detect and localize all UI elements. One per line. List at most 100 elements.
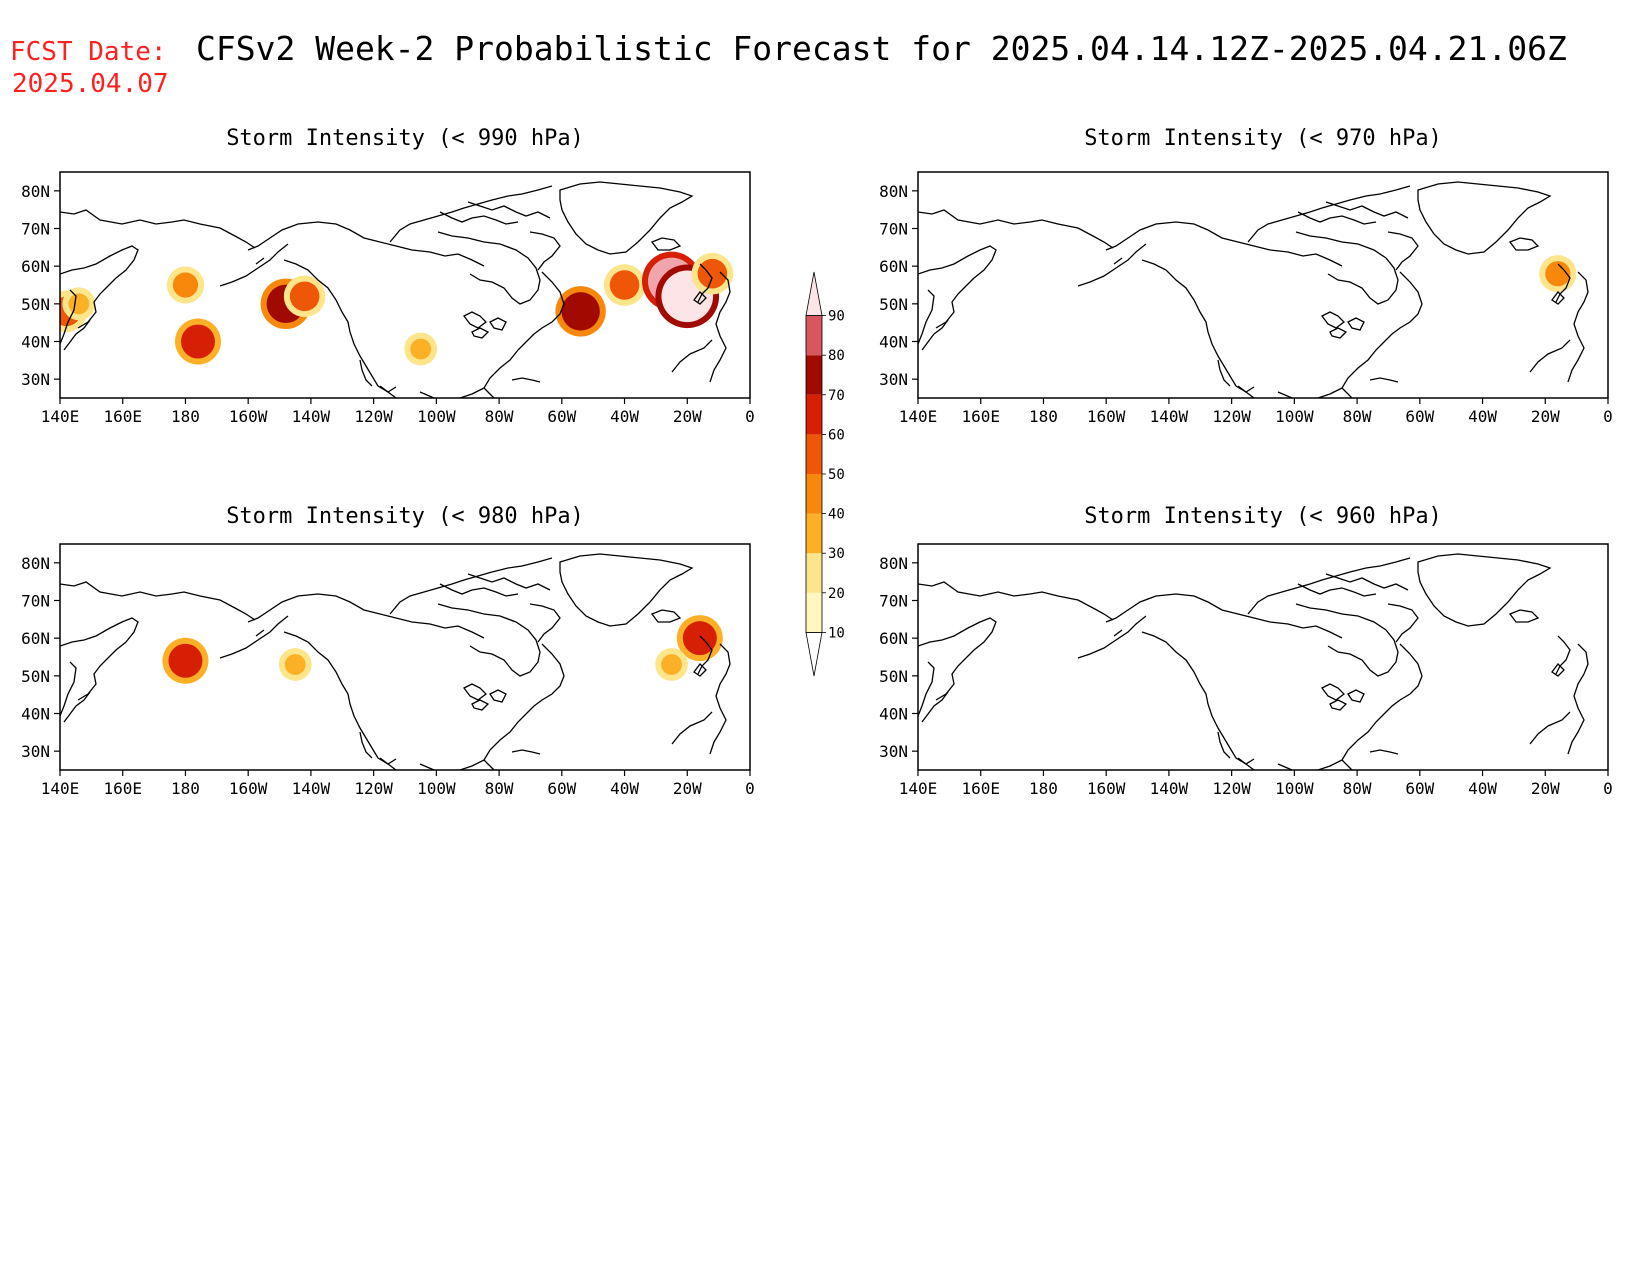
- lon-tick-label: 160W: [1087, 407, 1126, 426]
- lon-tick-label: 40W: [610, 779, 639, 798]
- fcst-date-value: 2025.04.07: [12, 69, 169, 99]
- colorbar-label: 60: [828, 427, 845, 443]
- colorbar-label: 40: [828, 507, 845, 523]
- lon-tick-label: 80W: [1343, 407, 1372, 426]
- colorbar-segment: [806, 553, 822, 593]
- lat-tick-label: 30N: [21, 742, 50, 761]
- colorbar-segment: [806, 474, 822, 514]
- lon-tick-label: 100W: [417, 407, 456, 426]
- panel-title: Storm Intensity (< 990 hPa): [226, 126, 584, 151]
- lon-tick-label: 100W: [417, 779, 456, 798]
- lat-tick-label: 50N: [21, 295, 50, 314]
- lon-tick-label: 120W: [354, 407, 393, 426]
- lat-tick-label: 50N: [879, 667, 908, 686]
- probability-areas: [162, 615, 723, 684]
- lat-tick-label: 70N: [21, 220, 50, 239]
- lat-tick-label: 70N: [879, 220, 908, 239]
- lon-tick-label: 60W: [547, 779, 576, 798]
- map-panel-p990: Storm Intensity (< 990 hPa) 80N 70N 60N 50N 4…: [21, 126, 755, 426]
- probability-blob: [682, 621, 717, 656]
- lon-tick-label: 160E: [961, 407, 1000, 426]
- lon-tick-label: 160E: [961, 779, 1000, 798]
- lon-tick-label: 140E: [899, 779, 938, 798]
- probability-areas: [1539, 255, 1577, 293]
- lon-tick-label: 0: [745, 407, 755, 426]
- lon-tick-label: 20W: [673, 407, 702, 426]
- lat-tick-label: 40N: [879, 333, 908, 352]
- lat-tick-label: 60N: [21, 629, 50, 648]
- lon-tick-label: 180: [171, 779, 200, 798]
- lon-tick-label: 140W: [292, 779, 331, 798]
- lat-tick-label: 70N: [879, 592, 908, 611]
- coastline-outlines: [918, 181, 1589, 398]
- lon-tick-label: 160E: [103, 407, 142, 426]
- colorbar-label: 30: [828, 546, 845, 562]
- lon-tick-label: 20W: [1531, 407, 1560, 426]
- probability-blob: [68, 293, 90, 315]
- lon-tick-label: 40W: [1468, 407, 1497, 426]
- lat-tick-label: 40N: [21, 705, 50, 724]
- lat-tick-label: 50N: [21, 667, 50, 686]
- probability-blob: [172, 272, 199, 298]
- lon-tick-label: 140W: [292, 407, 331, 426]
- probability-blob: [181, 324, 215, 359]
- lon-tick-label: 160W: [1087, 779, 1126, 798]
- colorbar-top-end: [805, 271, 823, 317]
- figure-title: CFSv2 Week-2 Probabilistic Forecast for …: [196, 29, 1567, 68]
- probability-blob: [289, 281, 320, 312]
- lon-tick-label: 0: [1603, 407, 1613, 426]
- lon-tick-label: 120W: [1212, 779, 1251, 798]
- lon-tick-label: 100W: [1275, 779, 1314, 798]
- map-frame: [59, 171, 751, 399]
- lon-tick-label: 160W: [229, 407, 268, 426]
- colorbar-label: 90: [828, 309, 845, 325]
- lon-tick-label: 60W: [547, 407, 576, 426]
- colorbar-segment: [806, 355, 822, 395]
- lat-tick-label: 40N: [879, 705, 908, 724]
- probability-blob: [661, 654, 682, 675]
- lon-tick-label: 40W: [610, 407, 639, 426]
- lat-tick-label: 50N: [879, 295, 908, 314]
- lon-tick-label: 20W: [1531, 779, 1560, 798]
- colorbar-segment: [806, 513, 822, 554]
- map-panel-p980: Storm Intensity (< 980 hPa) 80N 70N 60N 50N 4…: [21, 504, 755, 798]
- lat-tick-label: 60N: [879, 257, 908, 276]
- map-panel-p970: Storm Intensity (< 970 hPa) 80N 70N 60N 50N 4…: [879, 126, 1613, 426]
- probability-blob: [609, 270, 640, 300]
- colorbar-label: 50: [828, 467, 845, 483]
- lat-tick-label: 40N: [21, 333, 50, 352]
- colorbar-segment: [806, 315, 822, 356]
- lon-tick-label: 0: [1603, 779, 1613, 798]
- colorbar-segment: [806, 394, 822, 435]
- lon-tick-label: 80W: [485, 779, 514, 798]
- lon-tick-label: 120W: [354, 779, 393, 798]
- colorbar-bottom-end: [805, 632, 823, 677]
- colorbar-label: 70: [828, 388, 845, 404]
- lon-tick-label: 40W: [1468, 779, 1497, 798]
- colorbar-label: 80: [828, 348, 845, 364]
- colorbar: 10 20 30 40 50 60 70 80 90: [805, 271, 845, 677]
- map-frame: [917, 543, 1609, 771]
- panels-layer: Storm Intensity (< 990 hPa) 80N 70N 60N 50N 4…: [21, 126, 1613, 798]
- probability-blob: [284, 654, 306, 675]
- coastline-outlines: [60, 553, 731, 770]
- lon-tick-label: 160E: [103, 779, 142, 798]
- lon-tick-label: 60W: [1405, 407, 1434, 426]
- lon-tick-label: 0: [745, 779, 755, 798]
- probability-blob: [1545, 261, 1571, 287]
- lon-tick-label: 180: [171, 407, 200, 426]
- lat-tick-label: 60N: [21, 257, 50, 276]
- lon-tick-label: 140W: [1150, 779, 1189, 798]
- map-panel-p960: Storm Intensity (< 960 hPa) 80N 70N 60N 50N 4…: [879, 504, 1613, 798]
- lat-tick-label: 30N: [879, 742, 908, 761]
- lat-tick-label: 80N: [21, 182, 50, 201]
- lon-tick-label: 160W: [229, 779, 268, 798]
- lat-tick-label: 80N: [879, 554, 908, 573]
- lon-tick-label: 180: [1029, 407, 1058, 426]
- lat-tick-label: 60N: [879, 629, 908, 648]
- lon-tick-label: 140W: [1150, 407, 1189, 426]
- lon-tick-label: 80W: [485, 407, 514, 426]
- lat-tick-label: 80N: [879, 182, 908, 201]
